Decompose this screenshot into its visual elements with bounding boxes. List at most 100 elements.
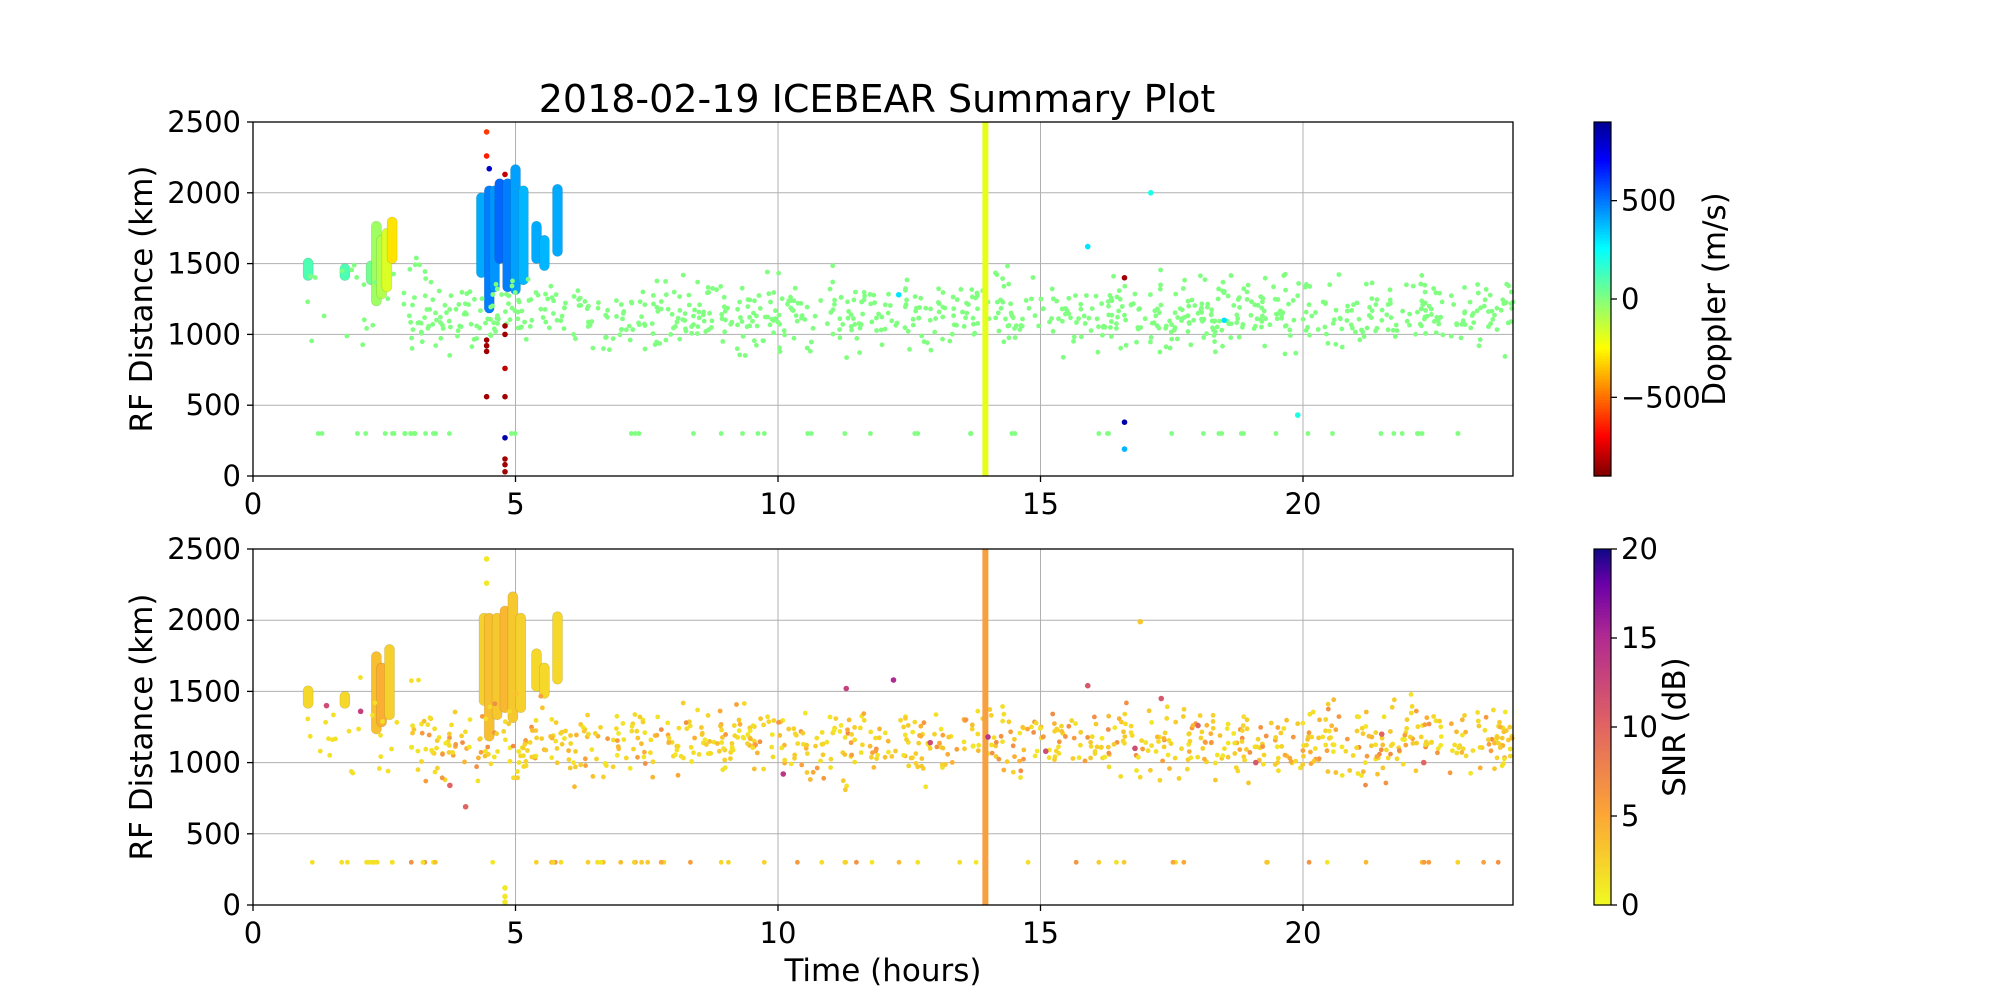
echo-point	[1459, 717, 1465, 723]
echo-point	[675, 743, 681, 749]
echo-point	[946, 734, 952, 740]
colorbar-swatch	[1594, 257, 1611, 262]
echo-point	[463, 729, 468, 735]
echo-point	[1047, 319, 1052, 325]
echo-point	[718, 431, 724, 436]
echo-point	[1030, 275, 1036, 280]
colorbar-swatch	[1594, 643, 1611, 648]
echo-point	[1273, 735, 1279, 740]
echo-point	[879, 314, 885, 320]
echo-point	[331, 712, 336, 718]
echo-point	[370, 712, 375, 718]
colorbar-swatch	[1594, 563, 1611, 568]
echo-point	[506, 293, 512, 299]
colorbar-swatch	[1594, 216, 1611, 220]
echo-point	[696, 309, 702, 315]
echo-point	[1202, 756, 1207, 762]
echo-point	[650, 331, 656, 336]
echo-point	[1471, 320, 1477, 325]
colorbar-swatch	[1594, 151, 1611, 156]
echo-point	[1244, 726, 1250, 732]
echo-point	[1330, 431, 1335, 436]
echo-point	[1071, 338, 1076, 344]
echo-point	[513, 691, 519, 696]
colorbar-swatch	[1594, 887, 1611, 891]
echo-point	[1374, 297, 1380, 302]
echo-point	[620, 316, 625, 322]
echo-point	[1143, 740, 1149, 745]
echo-point	[802, 710, 808, 716]
echo-point	[1018, 775, 1023, 780]
echo-point	[1333, 341, 1339, 347]
echo-point	[554, 746, 560, 751]
colorbar-swatch	[1594, 629, 1611, 633]
echo-point	[1168, 329, 1174, 335]
echo-point	[1158, 267, 1163, 273]
echo-point	[603, 334, 609, 340]
colorbar-swatch	[1594, 875, 1611, 879]
echo-point	[394, 719, 400, 725]
echo-point	[382, 431, 388, 436]
echo-point	[1259, 319, 1265, 324]
echo-point	[510, 743, 516, 749]
data-point	[483, 556, 490, 562]
echo-point	[736, 728, 742, 734]
echo-point	[1388, 729, 1393, 734]
echo-point	[1157, 286, 1163, 292]
x-tick-label: 20	[1285, 916, 1322, 950]
echo-point	[940, 304, 946, 310]
echo-point	[521, 764, 527, 769]
echo-point	[1176, 776, 1182, 781]
echo-point	[867, 292, 873, 297]
colorbar-swatch	[1594, 222, 1611, 226]
data-point	[1221, 317, 1228, 324]
echo-point	[970, 315, 976, 321]
echo-point	[792, 755, 797, 761]
echo-point	[876, 735, 882, 741]
doppler-echo-clusters	[302, 164, 563, 314]
data-point	[502, 885, 508, 891]
echo-point	[960, 309, 965, 315]
echo-point	[808, 431, 814, 436]
colorbar-swatch	[1594, 839, 1611, 844]
echo-point	[521, 753, 526, 759]
echo-point	[618, 302, 624, 307]
echo-point	[553, 738, 559, 744]
echo-point	[580, 724, 586, 730]
echo-point	[654, 304, 660, 310]
echo-point	[1431, 286, 1436, 291]
echo-point	[483, 320, 488, 326]
echo-point	[1134, 339, 1139, 345]
echo-point	[455, 333, 460, 339]
echo-point	[857, 725, 863, 731]
data-point	[502, 393, 508, 400]
echo-point	[309, 859, 315, 865]
echo-point	[738, 315, 743, 320]
echo-point	[1421, 859, 1427, 865]
echo-point	[1391, 431, 1397, 436]
echo-point	[782, 332, 787, 338]
colorbar-swatch	[1594, 842, 1611, 847]
echo-point	[1209, 740, 1214, 745]
echo-point	[680, 700, 686, 706]
echo-point	[533, 290, 539, 295]
colorbar-swatch	[1594, 638, 1611, 642]
echo-point	[908, 755, 914, 761]
echo-point	[1290, 734, 1296, 740]
echo-point	[837, 327, 842, 332]
echo-point	[1418, 281, 1424, 287]
echo-point	[1489, 736, 1495, 742]
echo-point	[1121, 729, 1126, 735]
echo-point	[447, 743, 452, 748]
colorbar-tick-label: −500	[1621, 380, 1701, 414]
echo-point	[491, 754, 497, 760]
echo-point	[655, 714, 661, 720]
colorbar-swatch	[1594, 464, 1611, 468]
snr-echo-clusters	[302, 591, 563, 742]
echo-point	[420, 859, 426, 865]
echo-point	[1385, 327, 1391, 333]
echo-point	[728, 756, 733, 761]
echo-point	[430, 321, 436, 327]
echo-point	[1459, 321, 1465, 327]
